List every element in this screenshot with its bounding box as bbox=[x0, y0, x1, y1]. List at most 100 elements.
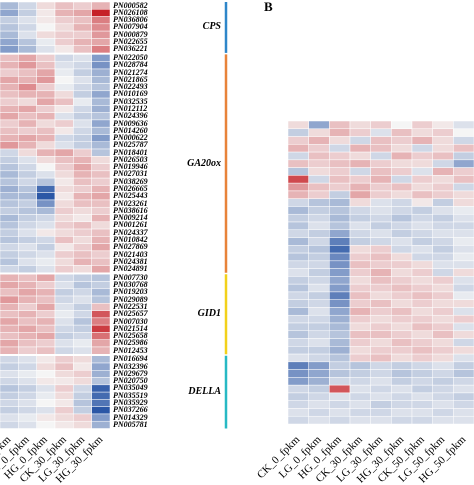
gene-label: PN025443 bbox=[113, 191, 148, 201]
heatmap-b-cell bbox=[308, 369, 330, 378]
heatmap-b-cell bbox=[287, 136, 309, 145]
gene-label: PN038269 bbox=[113, 176, 148, 186]
heatmap-b-cell bbox=[329, 283, 351, 293]
heatmap-b-cell bbox=[349, 314, 371, 324]
heatmap-b-cell bbox=[453, 353, 474, 363]
heatmap-b-cell bbox=[308, 151, 330, 161]
heatmap-b-cell bbox=[453, 400, 474, 409]
heatmap-b-cell bbox=[349, 400, 371, 409]
heatmap-b-cell bbox=[308, 144, 330, 153]
heatmap-b-cell bbox=[411, 338, 433, 347]
heatmap-b-cell bbox=[329, 167, 351, 176]
heatmap-b-cell bbox=[329, 213, 351, 223]
heatmap-b-cell bbox=[391, 283, 413, 293]
heatmap-b-cell bbox=[308, 260, 330, 269]
heatmap-b-cell bbox=[453, 128, 474, 137]
heatmap-b-cell bbox=[391, 307, 413, 316]
heatmap-b-cell bbox=[391, 260, 413, 269]
heatmap-b-cell bbox=[349, 128, 371, 137]
heatmap-b-cell bbox=[287, 159, 309, 168]
heatmap-b-cell bbox=[391, 252, 413, 262]
heatmap-b-cell bbox=[432, 245, 454, 254]
heatmap-b-cell bbox=[329, 338, 351, 347]
gene-label: PN032396 bbox=[113, 361, 148, 371]
heatmap-b-cell bbox=[391, 136, 413, 145]
heatmap-b-cell bbox=[432, 408, 454, 417]
gene-label: PN012112 bbox=[113, 104, 148, 113]
heatmap-b-cell bbox=[432, 377, 454, 386]
heatmap-b-cell bbox=[349, 392, 371, 401]
heatmap-b-cell bbox=[391, 291, 413, 300]
heatmap-b-cell bbox=[287, 400, 309, 409]
heatmap-b-cell bbox=[287, 346, 309, 355]
gene-label: PN009214 bbox=[113, 213, 148, 223]
heatmap-b-cell bbox=[370, 314, 392, 324]
heatmap-b-cell bbox=[370, 361, 392, 370]
gene-label: PN005781 bbox=[113, 419, 148, 429]
heatmap-b-cell bbox=[453, 144, 474, 153]
heatmap-b-cell bbox=[308, 400, 330, 409]
heatmap-b-cell bbox=[287, 415, 309, 425]
gene-label: PN029679 bbox=[113, 368, 148, 378]
heatmap-b-cell bbox=[308, 198, 330, 207]
heatmap-b-cell bbox=[308, 221, 330, 231]
heatmap-b-cell bbox=[391, 400, 413, 409]
heatmap-b-cell bbox=[411, 400, 433, 409]
heatmap-b-cell bbox=[329, 221, 351, 231]
heatmap-b-cell bbox=[349, 198, 371, 207]
heatmap-b-cell bbox=[287, 384, 309, 394]
heatmap-b-cell bbox=[411, 408, 433, 417]
heatmap-b-cell bbox=[329, 384, 351, 394]
heatmap-b-cell bbox=[370, 392, 392, 401]
gene-label: PN000879 bbox=[113, 29, 148, 39]
heatmap-b-cell bbox=[287, 213, 309, 223]
heatmap-b-cell bbox=[329, 182, 351, 192]
heatmap-b-cell bbox=[308, 206, 330, 215]
heatmap-b-cell bbox=[432, 268, 454, 277]
heatmap-b-cell bbox=[308, 299, 330, 308]
panel-a-heatmap bbox=[0, 1, 228, 429]
heatmap-b-cell bbox=[308, 322, 330, 332]
heatmap-b-cell bbox=[453, 237, 474, 246]
gene-label: PN010842 bbox=[113, 234, 148, 244]
heatmap-b-cell bbox=[329, 190, 351, 199]
heatmap-b-cell bbox=[349, 361, 371, 370]
heatmap-b-cell bbox=[287, 245, 309, 254]
heatmap-b-cell bbox=[349, 182, 371, 192]
heatmap-b-cell bbox=[308, 283, 330, 293]
gene-label: PN021403 bbox=[113, 249, 148, 259]
heatmap-b-cell bbox=[287, 190, 309, 199]
heatmap-b-cell bbox=[391, 213, 413, 223]
group-label: DELLA bbox=[188, 386, 221, 398]
heatmap-b-cell bbox=[370, 167, 392, 176]
heatmap-b-cell bbox=[411, 314, 433, 324]
heatmap-b-cell bbox=[432, 307, 454, 316]
heatmap-b-cell bbox=[391, 361, 413, 370]
heatmap-b-cell bbox=[308, 229, 330, 238]
gene-label: PN018401 bbox=[113, 147, 148, 157]
gene-label: PN007730 bbox=[113, 272, 148, 282]
heatmap-b-cell bbox=[432, 213, 454, 223]
heatmap-b-cell bbox=[308, 392, 330, 401]
heatmap-b-cell bbox=[349, 237, 371, 246]
heatmap-b-cell bbox=[432, 384, 454, 394]
heatmap-b-cell bbox=[329, 369, 351, 378]
heatmap-b-cell bbox=[411, 190, 433, 199]
heatmap-b-cell bbox=[432, 283, 454, 293]
heatmap-b-cell bbox=[287, 252, 309, 262]
heatmap-b-cell bbox=[349, 144, 371, 153]
heatmap-b-cell bbox=[411, 260, 433, 269]
heatmap-b-cell bbox=[287, 144, 309, 153]
gene-label: PN025986 bbox=[113, 338, 148, 348]
gene-label: PN010169 bbox=[113, 89, 148, 99]
heatmap-b-cell bbox=[349, 252, 371, 262]
gene-label: PN026665 bbox=[113, 184, 148, 194]
heatmap-b-cell bbox=[453, 136, 474, 145]
heatmap-b-cell bbox=[349, 346, 371, 355]
heatmap-b-cell bbox=[349, 206, 371, 215]
heatmap-b-cell bbox=[453, 182, 474, 192]
heatmap-b-cell bbox=[349, 369, 371, 378]
heatmap-b-cell bbox=[391, 369, 413, 378]
heatmap-b-cell bbox=[391, 338, 413, 347]
heatmap-b-cell bbox=[391, 128, 413, 137]
